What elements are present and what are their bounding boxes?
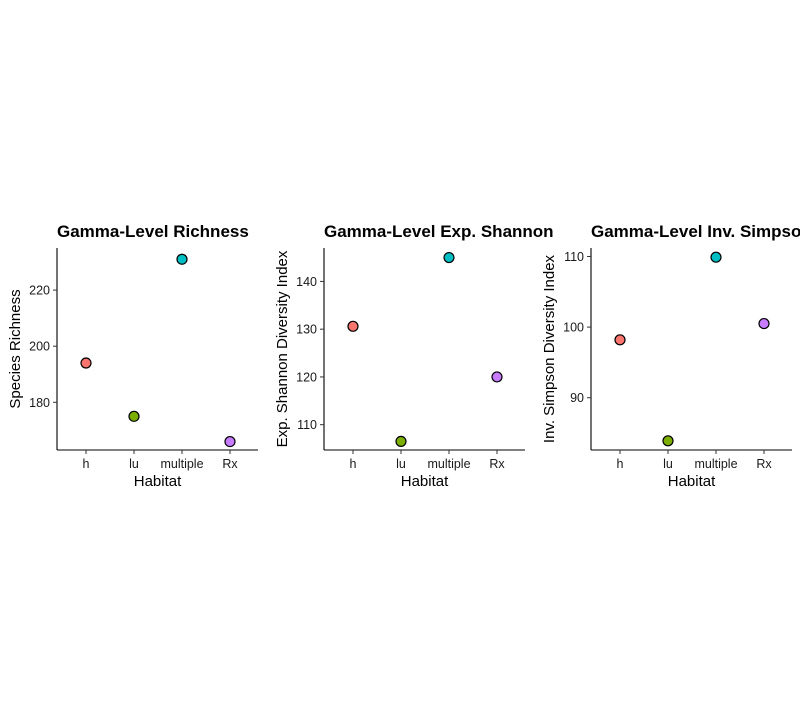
data-point [758,317,770,330]
x-tick-label: lu [663,457,673,471]
y-tick-label: 130 [296,323,317,337]
x-tick-label: h [617,457,624,471]
data-point [224,435,236,448]
panel-richness: Gamma-Level Richness Habitat Species Ric… [7,222,258,490]
x-axis-label: Habitat [668,473,716,490]
x-tick-label: multiple [694,457,737,471]
x-tick-label: h [350,457,357,471]
y-tick-label: 200 [29,340,50,354]
data-point [176,253,188,265]
x-tick-label: lu [129,457,139,471]
panel-title: Gamma-Level Richness [57,222,249,241]
panel-exp-shannon: Gamma-Level Exp. Shannon Habitat Exp. Sh… [274,222,554,490]
data-point [347,320,359,332]
y-axis-label: Inv. Simpson Diversity Index [541,254,558,443]
x-tick-label: multiple [160,457,203,471]
data-point [614,334,626,346]
data-point [395,435,407,448]
y-tick-label: 110 [564,250,584,264]
data-point [443,251,455,264]
data-point [128,410,140,422]
data-point [662,435,674,447]
x-tick-label: Rx [489,457,505,471]
x-axis-label: Habitat [401,473,449,490]
y-axis-label: Species Richness [7,289,24,408]
panel-title: Gamma-Level Inv. Simpson [591,222,800,241]
x-axis-label: Habitat [134,473,182,490]
y-tick-label: 90 [570,391,584,405]
y-axis-label: Exp. Shannon Diversity Index [274,250,291,447]
y-tick-label: 220 [29,284,50,298]
y-tick-label: 100 [563,321,584,335]
data-point [80,357,92,369]
x-tick-label: Rx [222,457,238,471]
panel-inv-simpson: Gamma-Level Inv. Simpson Habitat Inv. Si… [541,222,800,490]
x-tick-label: multiple [427,457,470,471]
x-tick-label: Rx [756,457,772,471]
panel-title: Gamma-Level Exp. Shannon [324,222,554,241]
y-tick-label: 140 [296,275,317,289]
y-tick-label: 120 [296,370,317,384]
data-point [710,251,722,263]
data-point [491,371,503,383]
y-tick-label: 110 [297,418,317,432]
y-tick-label: 180 [29,396,50,410]
x-tick-label: h [83,457,90,471]
x-tick-label: lu [396,457,406,471]
